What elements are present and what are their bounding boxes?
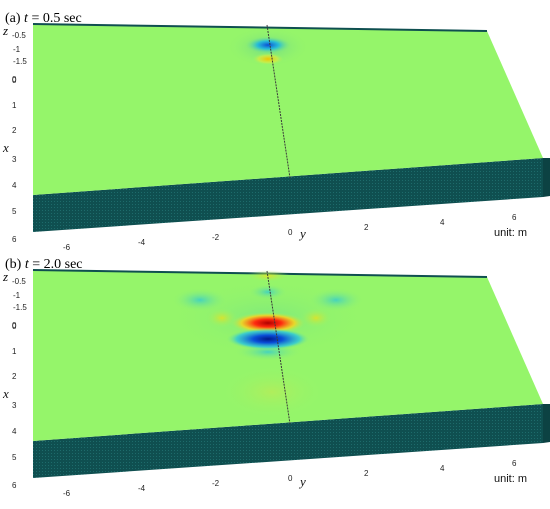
panel-b-positive-lobe (230, 312, 306, 334)
panel-a-y-tick: -6 (63, 243, 71, 252)
panel-a-y-tick: -2 (212, 233, 220, 242)
panel-b-y-tick: 2 (364, 469, 369, 478)
panel-b-unit: unit: m (494, 473, 527, 485)
panel-b-x-tick: 4 (12, 427, 17, 436)
panel-b-z-axis-label: z (2, 269, 8, 284)
panel-b-x-tick: 6 (12, 481, 17, 490)
panel-b-y-tick: 6 (512, 459, 517, 468)
panel-b-x-tick: 2 (12, 372, 17, 381)
panel-a-midline (266, 24, 291, 179)
panel-b-z-tick: -1 (13, 291, 21, 300)
panel-a-x-tick: 2 (12, 126, 17, 135)
panel-a-y-axis-label: y (298, 226, 306, 241)
panel-a-positive-lobe (252, 53, 284, 65)
panel-b-yellow-right (300, 308, 332, 328)
panel-a-z-tick: 0 (12, 76, 17, 85)
panel-a-y-tick: 2 (364, 223, 369, 232)
panel-b-z-tick: -0.5 (12, 277, 26, 286)
panel-a-title: (a) t = 0.5 sec (5, 11, 82, 26)
panel-a-y-tick: 6 (512, 213, 517, 222)
panel-b: (b) t = 2.0 sec z -0.5 -1 -1.5 0 x 0 1 2… (2, 257, 550, 498)
panel-b-cyan-left (172, 288, 228, 312)
panel-a-base-right (543, 158, 550, 197)
panel-a-surface (33, 24, 543, 195)
panel-b-cyan-right (308, 288, 364, 312)
panel-b-negative-lobe (226, 328, 310, 350)
panel-a-unit: unit: m (494, 227, 527, 239)
panel-b-x-axis-label: x (2, 386, 9, 401)
panel-b-base-front (33, 404, 543, 478)
panel-a-x-tick: 5 (12, 207, 17, 216)
panel-a: (a) t = 0.5 sec z -0.5 -1 -1.5 0 x 0 1 2… (2, 11, 550, 252)
panel-b-midline (266, 270, 291, 425)
panel-b-y-axis-label: y (298, 474, 306, 489)
panel-a-x-tick: 4 (12, 181, 17, 190)
panel-a-x-tick: 6 (12, 235, 17, 244)
panel-b-x-tick: 3 (12, 401, 17, 410)
panel-b-y-tick: 0 (288, 474, 293, 483)
panel-a-y-tick: 4 (440, 218, 445, 227)
panel-a-z-axis-label: z (2, 23, 8, 38)
panel-a-x-axis-label: x (2, 140, 9, 155)
panel-a-y-tick: 0 (288, 228, 293, 237)
panel-a-z-tick: -1 (13, 45, 21, 54)
panel-b-x-tick: 1 (12, 347, 17, 356)
panel-a-x-tick: 1 (12, 101, 17, 110)
panel-b-base-right (543, 404, 550, 443)
panel-b-y-tick: 4 (440, 464, 445, 473)
panel-b-y-tick: -2 (212, 479, 220, 488)
panel-b-y-tick: -4 (138, 484, 146, 493)
panel-b-x-tick: 0 (12, 321, 17, 330)
panel-b-yellow-top (246, 270, 290, 282)
panel-a-z-tick: -0.5 (12, 31, 26, 40)
panel-a-z-tick: -1.5 (13, 57, 27, 66)
panel-a-y-tick: -4 (138, 238, 146, 247)
panel-b-cyan-top (248, 284, 288, 300)
panel-a-x-tick: 3 (12, 155, 17, 164)
panel-a-negative-lobe (244, 36, 292, 54)
panel-b-pale-trail (220, 366, 324, 418)
panel-a-base-front (33, 158, 543, 232)
panel-b-z-tick: 0 (12, 322, 17, 331)
panel-a-x-tick: 0 (12, 75, 17, 84)
panel-b-x-tick: 5 (12, 453, 17, 462)
panel-b-title: (b) t = 2.0 sec (5, 257, 83, 272)
panel-b-y-tick: -6 (63, 489, 71, 498)
panel-b-z-tick: -1.5 (13, 303, 27, 312)
